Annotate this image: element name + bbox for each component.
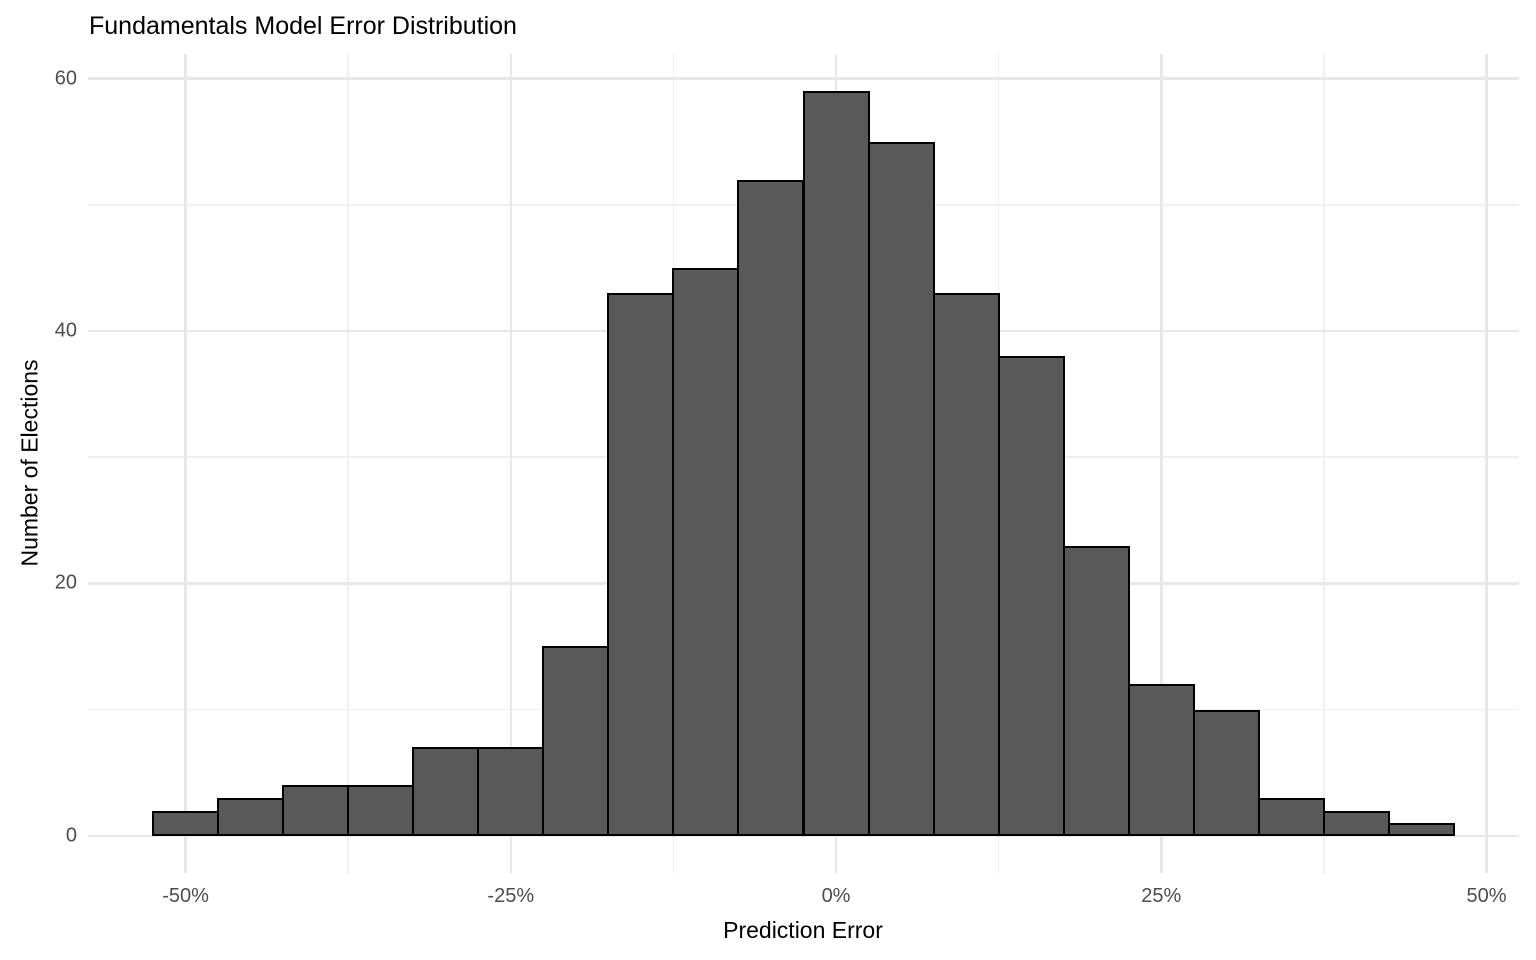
x-tick-label: 0%	[821, 885, 851, 907]
gridline-major-y	[88, 834, 1519, 838]
x-tick-label: 25%	[1141, 885, 1182, 907]
histogram-bar	[1127, 684, 1195, 836]
y-tick-label: 0	[65, 824, 77, 847]
histogram-bar	[217, 797, 285, 836]
y-tick-label: 40	[54, 319, 77, 342]
histogram-bar	[1062, 545, 1130, 836]
histogram-bar	[802, 91, 870, 836]
y-tick-label: 20	[54, 571, 77, 594]
histogram-bar	[997, 356, 1065, 836]
histogram-bar	[477, 747, 545, 836]
y-tick-label: 60	[54, 67, 77, 90]
histogram-bar	[542, 646, 610, 836]
histogram-bar	[1387, 823, 1455, 836]
gridline-major-x	[1485, 54, 1488, 873]
histogram-bar	[1257, 797, 1325, 836]
x-axis-title: Prediction Error	[723, 917, 883, 943]
x-tick-label: -25%	[487, 885, 535, 907]
histogram-bar	[737, 179, 805, 836]
gridline-major-y	[88, 77, 1519, 80]
plot-panel	[88, 54, 1519, 873]
y-axis-title: Number of Elections	[16, 359, 43, 567]
gridline-minor-x	[1323, 54, 1325, 873]
x-tick-label: -50%	[162, 885, 209, 907]
histogram-bar	[347, 785, 415, 836]
histogram-bar	[867, 141, 935, 836]
histogram-bar	[1192, 709, 1260, 836]
histogram-bar	[672, 267, 740, 836]
histogram-bar	[932, 293, 1000, 836]
gridline-major-x	[1160, 54, 1163, 873]
gridline-minor-x	[347, 54, 349, 873]
histogram-bar	[282, 785, 350, 836]
histogram-bar	[412, 747, 480, 836]
chart-title: Fundamentals Model Error Distribution	[89, 12, 517, 40]
gridline-major-x	[509, 54, 513, 873]
gridline-major-x	[184, 54, 187, 873]
histogram-bar	[1322, 810, 1390, 836]
histogram-bar	[152, 810, 220, 836]
x-tick-label: 50%	[1466, 885, 1507, 907]
histogram-bar	[607, 293, 675, 836]
